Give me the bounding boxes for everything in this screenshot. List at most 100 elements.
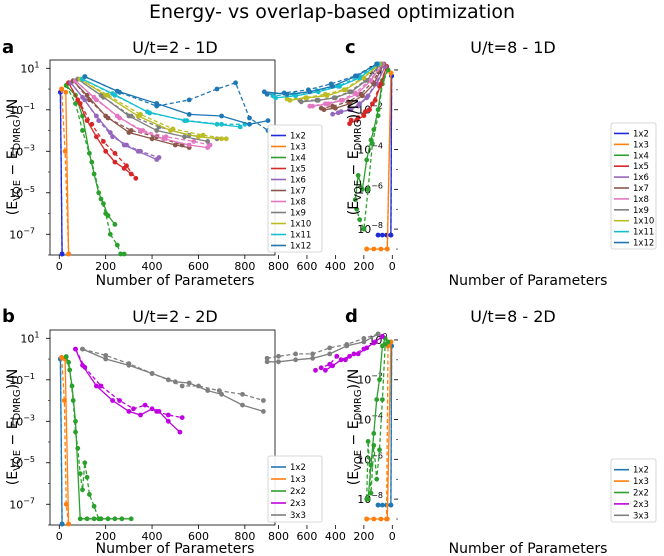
data-point [117, 115, 122, 121]
figure-title: Energy- vs overlap-based optimization [149, 1, 515, 23]
legend-label: 1x9 [290, 209, 306, 219]
data-point [82, 460, 88, 466]
series-1x8 [73, 78, 213, 151]
x-axis-label: Number of Parameters [96, 541, 255, 556]
data-point [94, 134, 99, 140]
data-point [62, 398, 67, 403]
x-tick-label: 0 [389, 260, 396, 273]
data-point [237, 124, 243, 130]
data-point [63, 354, 69, 360]
y-axis-label: (EVQE − EDMRG)/N [5, 369, 23, 486]
data-point [338, 97, 344, 103]
data-point [73, 429, 78, 435]
data-point [371, 516, 377, 522]
data-point [103, 356, 109, 362]
data-point [186, 142, 192, 148]
solid-line [84, 76, 269, 125]
data-point [360, 186, 365, 192]
data-point [96, 190, 102, 196]
data-point [103, 148, 109, 154]
data-point [205, 139, 211, 144]
panel-letter: d [345, 306, 358, 327]
panel-b: b U/t=2 - 2D 0 200 400 600 800 101 10−1 10−3 10−… [2, 306, 323, 556]
data-point [191, 139, 197, 144]
data-point [364, 95, 370, 101]
data-point [361, 113, 367, 119]
data-point [66, 251, 71, 257]
data-point [59, 251, 65, 257]
data-point [112, 516, 118, 522]
data-point [170, 126, 176, 132]
plot-frame [49, 59, 276, 256]
data-point [327, 345, 333, 351]
data-point [335, 110, 341, 116]
data-point [338, 357, 344, 363]
data-point [375, 107, 381, 113]
data-point [247, 121, 252, 127]
legend-label: 1x9 [633, 206, 649, 216]
data-point [128, 113, 134, 119]
legend-label: 2x2 [633, 489, 649, 499]
data-point [84, 516, 90, 522]
panel-title: U/t=2 - 1D [132, 38, 217, 57]
solid-line [65, 356, 132, 520]
data-point [284, 96, 290, 102]
panel-letter: a [2, 37, 14, 58]
data-point [59, 355, 64, 360]
data-point [77, 471, 83, 476]
legend-label: 1x10 [290, 220, 311, 230]
data-point [112, 222, 118, 227]
y-axis-label: (EVQE − EDMRG)/N [346, 99, 364, 216]
legend-label: 1x7 [290, 187, 306, 197]
data-point [334, 353, 340, 359]
data-point [112, 159, 118, 165]
x-tick-label: 600 [296, 260, 317, 273]
data-point [303, 95, 308, 101]
legend-label: 2x3 [633, 500, 649, 510]
data-point [368, 462, 374, 468]
data-point [323, 367, 328, 373]
legend-label: 1x11 [633, 228, 654, 238]
dashed-line [79, 78, 227, 140]
solid-line [59, 92, 63, 255]
data-point [73, 418, 78, 424]
data-point [370, 141, 375, 147]
data-point [149, 136, 155, 142]
plot-frame [49, 329, 276, 526]
data-point [281, 90, 287, 96]
data-point [347, 353, 352, 359]
legend-label: 1x5 [633, 162, 649, 172]
panel-title: U/t=8 - 1D [470, 38, 555, 57]
data-point [313, 367, 318, 373]
data-point [380, 334, 385, 339]
legend-label: 1x3 [633, 477, 649, 487]
data-point [186, 97, 192, 103]
data-point [365, 186, 371, 192]
data-point [364, 496, 370, 502]
data-point [330, 103, 335, 109]
data-point [374, 61, 380, 67]
series-1x12 [82, 74, 271, 133]
data-point [66, 359, 71, 365]
x-tick-label: 200 [353, 530, 374, 543]
data-point [117, 398, 122, 403]
series-1x10 [284, 61, 382, 103]
series-1x3 [364, 70, 394, 252]
data-point [371, 127, 377, 132]
legend-label: 1x2 [290, 132, 306, 142]
data-point [355, 351, 361, 357]
panel-title: U/t=2 - 2D [132, 307, 217, 326]
data-point [355, 103, 361, 109]
data-point [131, 406, 136, 412]
data-point [361, 339, 367, 345]
series-2x3 [313, 334, 385, 373]
data-point [310, 355, 315, 361]
dashed-line [366, 341, 392, 520]
data-point [80, 128, 85, 133]
legend-label: 1x10 [633, 217, 654, 227]
data-point [82, 97, 88, 103]
legend-label: 1x12 [633, 239, 654, 249]
series-1x3 [59, 355, 71, 527]
data-point [214, 86, 220, 92]
